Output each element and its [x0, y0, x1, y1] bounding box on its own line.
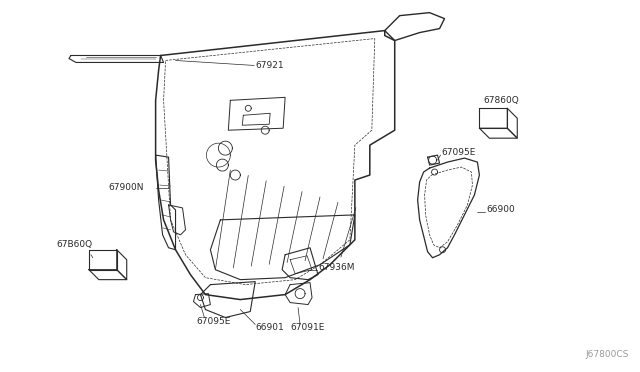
- Text: 66901: 66901: [255, 323, 284, 332]
- Text: 67091E: 67091E: [290, 323, 324, 332]
- Text: 67900N: 67900N: [109, 183, 144, 192]
- Text: 67B60Q: 67B60Q: [56, 240, 92, 249]
- Text: 67095E: 67095E: [442, 148, 476, 157]
- Text: 66900: 66900: [486, 205, 515, 214]
- Text: 67921: 67921: [255, 61, 284, 70]
- Text: J67800CS: J67800CS: [586, 350, 629, 359]
- Text: 67860Q: 67860Q: [483, 96, 519, 105]
- Text: 67936M: 67936M: [318, 263, 355, 272]
- Text: 67095E: 67095E: [196, 317, 231, 326]
